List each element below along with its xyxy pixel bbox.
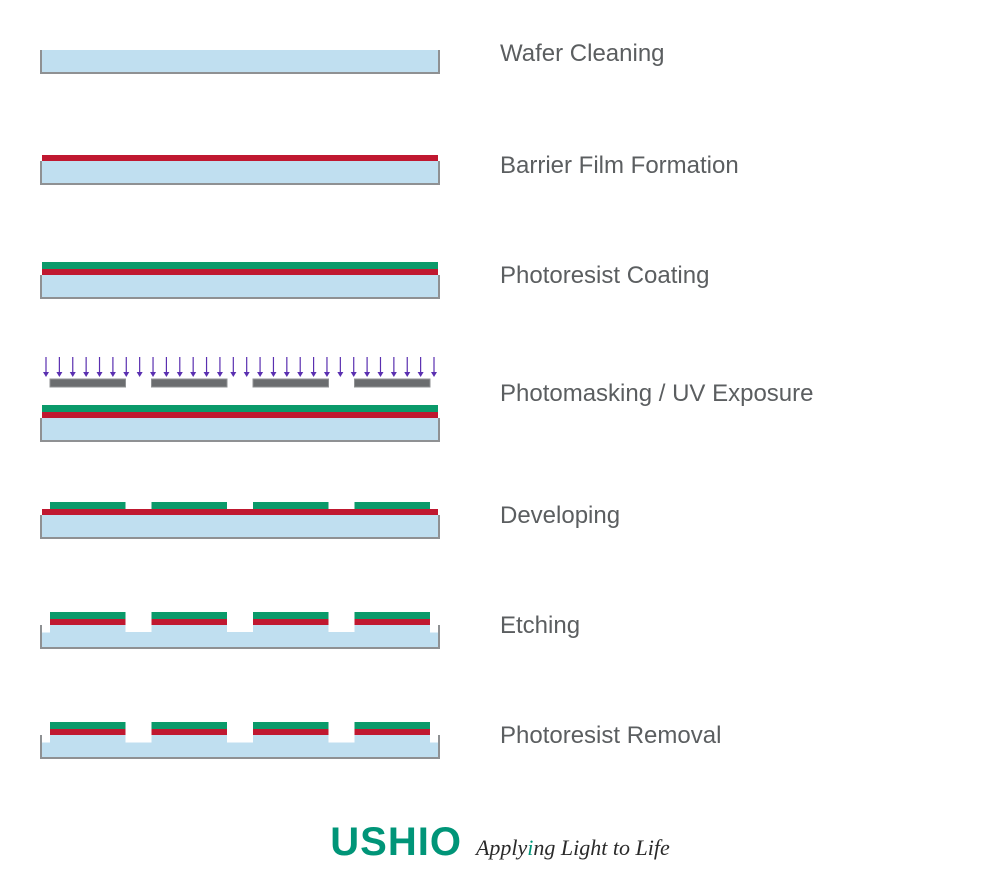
step-developing: Developing <box>0 490 1000 550</box>
step-wafer-cleaning: Wafer Cleaning <box>0 32 1000 92</box>
logo-row: USHIO Applying Light to Life <box>0 820 1000 865</box>
diagram-wafer-cleaning <box>40 47 460 77</box>
logo-brand: USHIO <box>330 820 462 865</box>
step-photoresist: Photoresist Coating <box>0 250 1000 310</box>
diagram-developing <box>40 500 460 541</box>
label-photoresist: Photoresist Coating <box>500 262 960 290</box>
tagline-post: ng Light to Life <box>533 835 669 860</box>
label-developing: Developing <box>500 502 960 530</box>
diagram-etching <box>40 610 460 651</box>
diagram-removal <box>40 720 460 761</box>
label-removal: Photoresist Removal <box>500 722 960 750</box>
label-etching: Etching <box>500 612 960 640</box>
step-barrier: Barrier Film Formation <box>0 140 1000 200</box>
diagram-photomask <box>40 357 460 444</box>
label-photomask: Photomasking / UV Exposure <box>500 380 960 408</box>
diagram-photoresist <box>40 260 460 301</box>
label-barrier: Barrier Film Formation <box>500 152 960 180</box>
step-removal: Photoresist Removal <box>0 710 1000 770</box>
logo: USHIO Applying Light to Life <box>330 820 669 865</box>
diagram-barrier <box>40 153 460 187</box>
step-etching: Etching <box>0 600 1000 660</box>
label-wafer-cleaning: Wafer Cleaning <box>500 40 960 68</box>
tagline-pre: Apply <box>476 835 527 860</box>
step-photomask: Photomasking / UV Exposure <box>0 340 1000 460</box>
logo-tagline: Applying Light to Life <box>476 835 670 861</box>
